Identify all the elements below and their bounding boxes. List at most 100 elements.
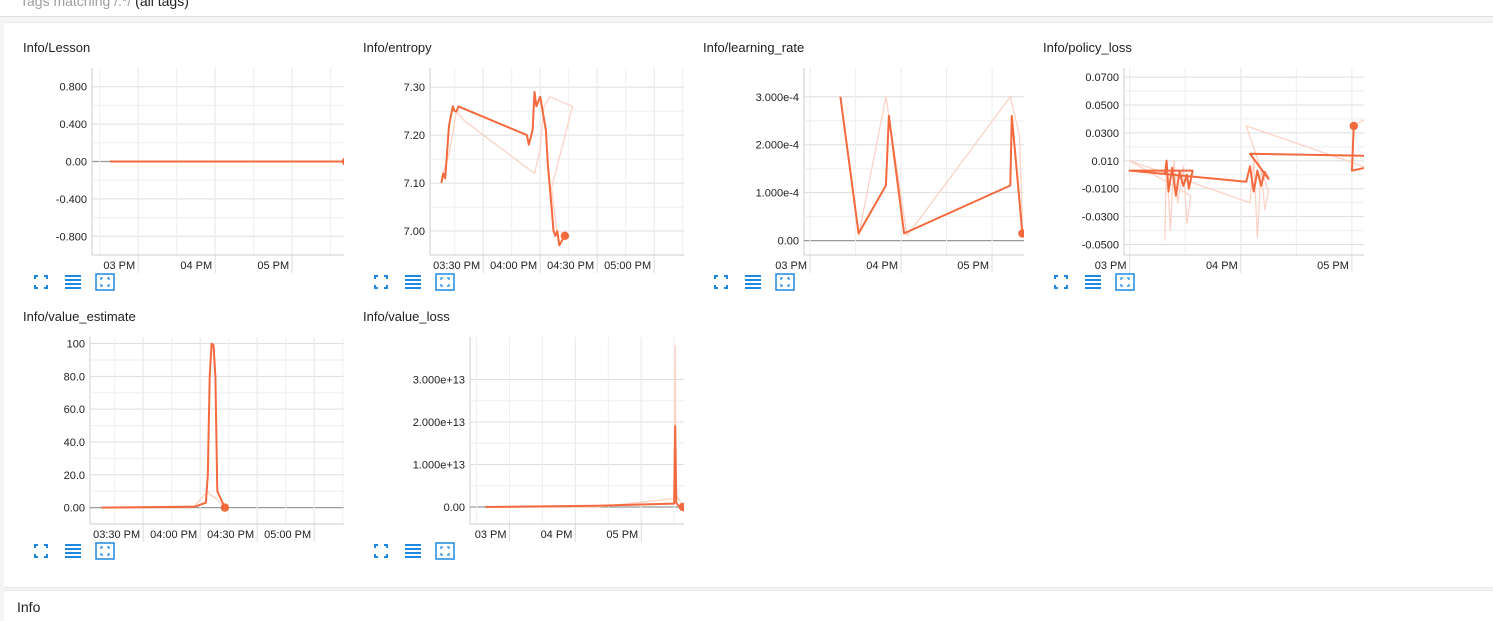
last-point-marker — [341, 157, 344, 166]
x-tick-label: 04:30 PM — [547, 260, 594, 272]
scalar-card-container: Info/Lesson 0.800 0.400 0.00 -0.400 -0.800 03… — [4, 22, 1493, 588]
chart-svg[interactable]: 0.800 0.400 0.00 -0.400 -0.800 03 PM 04 PM 05 P… — [4, 23, 344, 273]
y-tick-label: 80.0 — [64, 371, 85, 383]
y-tick-label: 3.000e-4 — [756, 92, 799, 104]
y-tick-label: 60.0 — [64, 404, 85, 416]
x-tick-label: 04:30 PM — [207, 529, 254, 541]
raw-series-line — [1128, 119, 1364, 241]
y-tick-label: 0.010 — [1091, 156, 1119, 168]
toggle-log-scale-icon[interactable] — [1082, 271, 1104, 293]
y-tick-label: 40.0 — [64, 437, 85, 449]
last-point-marker — [220, 503, 230, 512]
y-tick-label: -0.0100 — [1082, 184, 1119, 196]
y-tick-label: 0.00 — [66, 157, 87, 169]
chart-panel-lesson: Info/Lesson 0.800 0.400 0.00 -0.400 -0.800 03… — [4, 23, 344, 291]
y-tick-label: -0.0300 — [1082, 212, 1119, 224]
fit-domain-icon[interactable] — [434, 271, 456, 293]
chart-panel-entropy: Info/entropy 7.30 7.20 7.10 7.00 03:30 PM 04:… — [344, 23, 684, 291]
y-tick-label: 1.000e-4 — [756, 188, 799, 200]
y-tick-label: 7.00 — [404, 226, 425, 238]
info-section-header[interactable]: Info — [4, 590, 1493, 621]
tag-filter-bar: Tags matching /.*/ (all tags) — [0, 0, 1493, 17]
fit-domain-icon[interactable] — [94, 540, 116, 562]
x-tick-label: 05 PM — [957, 260, 989, 272]
chart-svg[interactable]: 100 80.0 60.0 40.0 20.0 0.00 03:30 PM 04:00 PM 0… — [4, 292, 344, 542]
y-tick-label: 0.00 — [778, 236, 799, 248]
x-tick-label: 05 PM — [1317, 260, 1349, 272]
smoothed-series-line — [839, 96, 1024, 235]
y-tick-label: 100 — [67, 339, 85, 351]
fullscreen-icon[interactable] — [710, 271, 732, 293]
y-tick-label: 0.800 — [59, 82, 87, 94]
fit-domain-icon[interactable] — [94, 271, 116, 293]
toggle-log-scale-icon[interactable] — [402, 540, 424, 562]
smoothed-series-line — [485, 425, 684, 508]
y-tick-label: 0.0500 — [1085, 100, 1119, 112]
chart-title: Info/learning_rate — [703, 40, 805, 55]
x-tick-label: 05:00 PM — [264, 529, 311, 541]
y-tick-label: 7.30 — [404, 82, 425, 94]
smoothed-series-line — [101, 342, 226, 509]
x-tick-label: 04 PM — [541, 529, 573, 541]
last-point-marker — [1349, 121, 1358, 131]
fullscreen-icon[interactable] — [1050, 271, 1072, 293]
y-tick-label: 2.000e-4 — [756, 140, 799, 152]
chart-title: Info/entropy — [363, 40, 432, 55]
y-tick-label: 3.000e+13 — [413, 375, 465, 387]
raw-series-line — [485, 344, 684, 508]
chart-title: Info/value_loss — [363, 309, 450, 324]
x-tick-label: 03 PM — [1095, 260, 1127, 272]
chart-title: Info/Lesson — [23, 40, 91, 55]
fullscreen-icon[interactable] — [30, 540, 52, 562]
chart-panel-learning-rate: Info/learning_rate 3.000e-4 2.000e-4 1.000… — [684, 23, 1024, 291]
toggle-log-scale-icon[interactable] — [62, 540, 84, 562]
x-tick-label: 04:00 PM — [150, 529, 197, 541]
y-tick-label: 0.0300 — [1085, 128, 1119, 140]
x-tick-label: 05 PM — [606, 529, 638, 541]
x-tick-label: 03 PM — [475, 529, 507, 541]
fullscreen-icon[interactable] — [370, 540, 392, 562]
raw-series-line — [440, 96, 574, 246]
last-point-marker — [678, 502, 684, 512]
y-tick-label: 20.0 — [64, 470, 85, 482]
fit-domain-icon[interactable] — [434, 540, 456, 562]
y-tick-label: 2.000e+13 — [413, 417, 465, 429]
y-tick-label: 0.00 — [444, 502, 465, 514]
chart-svg[interactable]: 0.0700 0.0500 0.0300 0.010 -0.0100 -0.0300 -0.… — [1024, 23, 1364, 273]
chart-svg[interactable]: 3.000e-4 2.000e-4 1.000e-4 0.00 03 PM 04 PM 05… — [684, 23, 1024, 273]
y-tick-label: 1.000e+13 — [413, 460, 465, 472]
x-tick-label: 05:00 PM — [604, 260, 651, 272]
x-tick-label: 04 PM — [1206, 260, 1238, 272]
tag-filter-text[interactable]: Tags matching /.*/ (all tags) — [20, 0, 189, 9]
x-tick-label: 03:30 PM — [93, 529, 140, 541]
x-tick-label: 03 PM — [103, 260, 135, 272]
y-tick-label: -0.400 — [56, 194, 87, 206]
toggle-log-scale-icon[interactable] — [402, 271, 424, 293]
fullscreen-icon[interactable] — [30, 271, 52, 293]
section-title: Info — [17, 599, 41, 615]
x-tick-label: 03:30 PM — [433, 260, 480, 272]
chart-panel-value-loss: Info/value_loss 3.000e+13 2.000e+13 1.000e… — [344, 292, 684, 560]
chart-svg[interactable]: 3.000e+13 2.000e+13 1.000e+13 0.00 03 PM 04 P… — [344, 292, 684, 542]
chart-panel-policy-loss: Info/policy_loss 0.0700 0.0500 0.0300 0.010… — [1024, 23, 1364, 291]
chart-svg[interactable]: 7.30 7.20 7.10 7.00 03:30 PM 04:00 PM 04:30 PM… — [344, 23, 684, 273]
x-tick-label: 04 PM — [866, 260, 898, 272]
x-tick-label: 05 PM — [257, 260, 289, 272]
chart-panel-value-estimate: Info/value_estimate 100 80.0 60.0 40.0 20.0 0… — [4, 292, 344, 560]
raw-series-line — [839, 96, 1024, 237]
fit-domain-icon[interactable] — [774, 271, 796, 293]
y-tick-label: 0.0700 — [1085, 72, 1119, 84]
y-tick-label: 0.400 — [59, 119, 87, 131]
chart-title: Info/value_estimate — [23, 309, 136, 324]
x-tick-label: 03 PM — [775, 260, 807, 272]
fit-domain-icon[interactable] — [1114, 271, 1136, 293]
chart-title: Info/policy_loss — [1043, 40, 1132, 55]
last-point-marker — [560, 231, 570, 241]
x-tick-label: 04:00 PM — [490, 260, 537, 272]
x-tick-label: 04 PM — [180, 260, 212, 272]
fullscreen-icon[interactable] — [370, 271, 392, 293]
toggle-log-scale-icon[interactable] — [62, 271, 84, 293]
last-point-marker — [1018, 229, 1024, 238]
toggle-log-scale-icon[interactable] — [742, 271, 764, 293]
y-tick-label: 0.00 — [64, 503, 85, 515]
